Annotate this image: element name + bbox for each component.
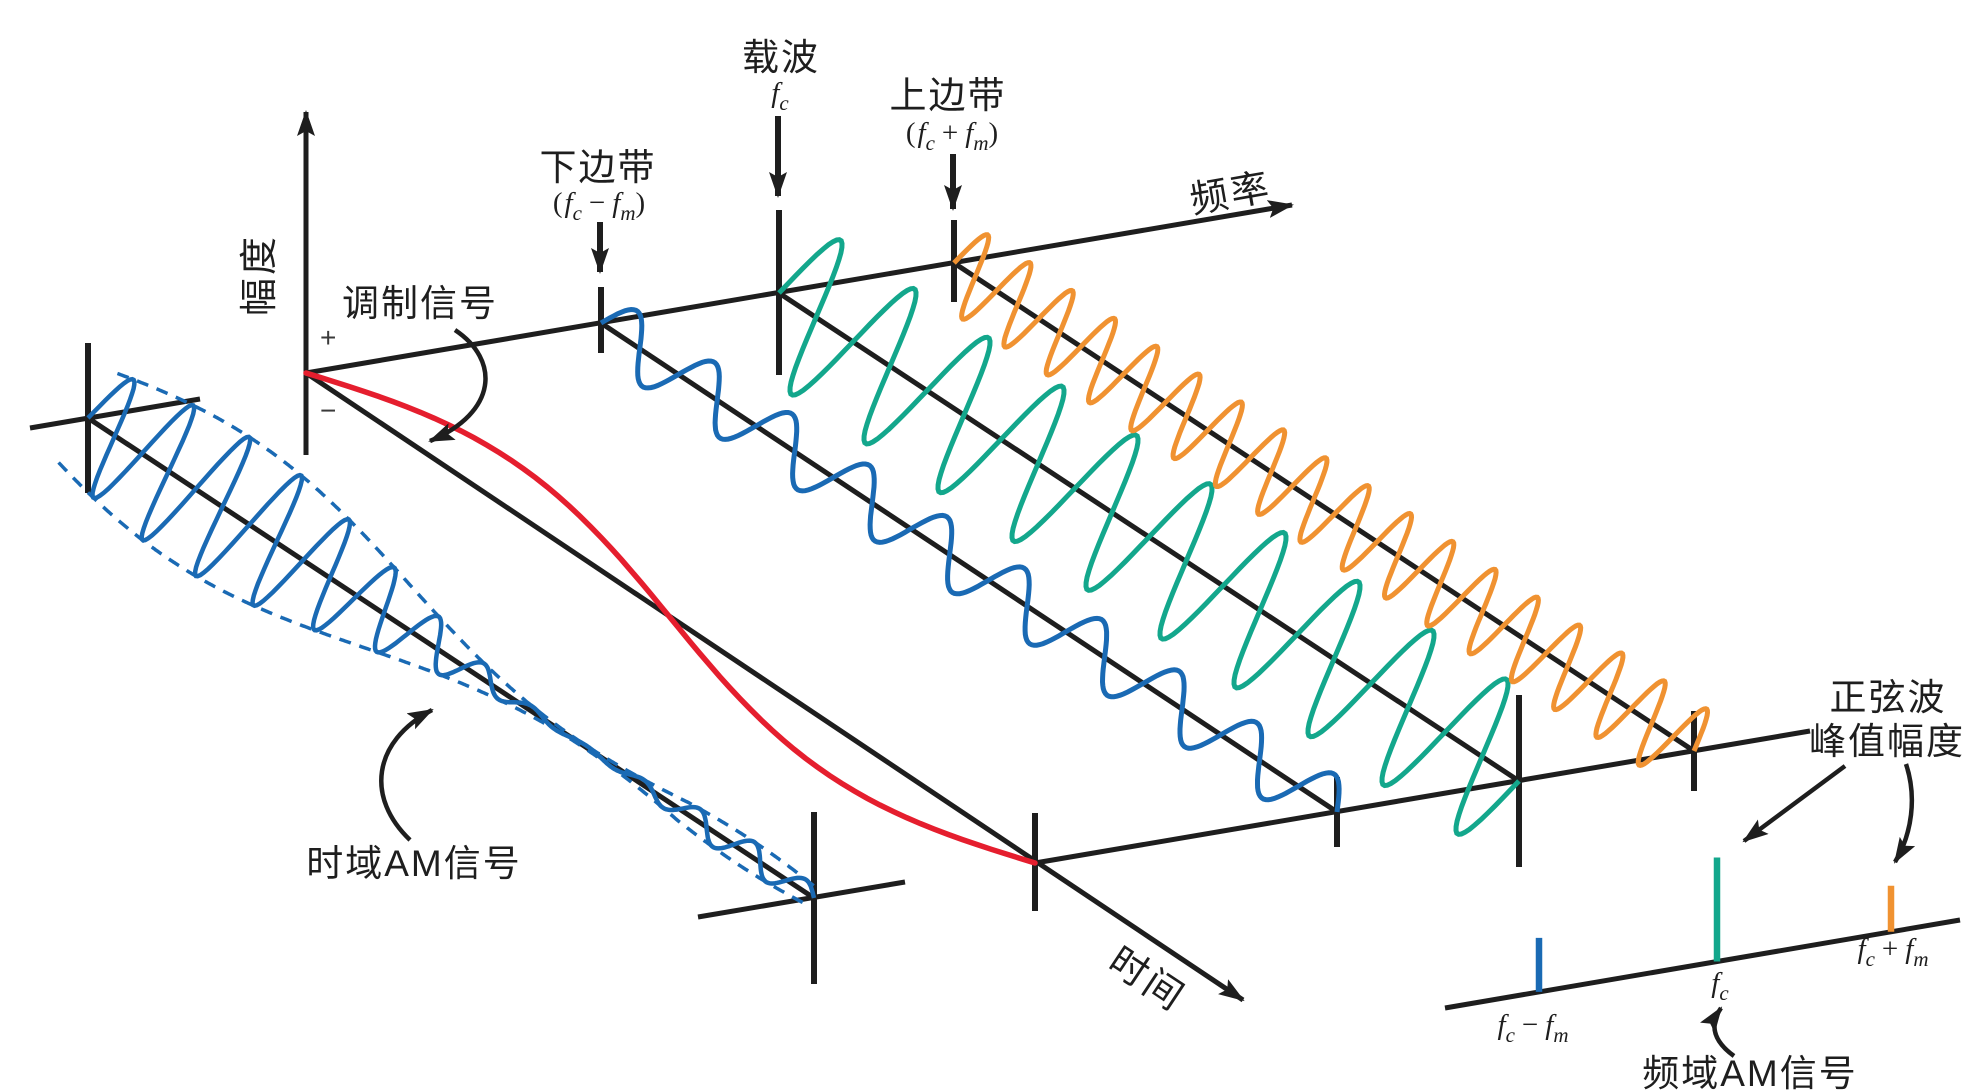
- amplitude-axis-label: 幅度: [239, 234, 281, 316]
- time-domain-am-arrow: [379, 708, 434, 842]
- am-envelope-lower: [57, 461, 810, 908]
- modulating-signal-label: 调制信号: [342, 283, 498, 324]
- frequency-axis-label: 频率: [1187, 166, 1275, 222]
- spectrum-label-lower: fc − fm: [1498, 1009, 1569, 1047]
- sine-peak-label-line2: 峰值幅度: [1809, 721, 1965, 762]
- am-start-cross-line: [29, 396, 201, 431]
- upper-sideband-baseline: [952, 260, 1696, 754]
- carrier-wave: [777, 237, 1521, 837]
- lower-sideband-frequency-label: (fc − fm): [553, 187, 645, 225]
- am-envelope-upper: [116, 371, 821, 892]
- sine-peak-label-line1: 正弦波: [1830, 677, 1947, 718]
- peak-amplitude-arrow-carrier: [1742, 764, 1847, 843]
- peak-amplitude-arrow-upper-sideband: [1893, 763, 1916, 864]
- plus-sign: +: [320, 322, 336, 353]
- carrier-title: 载波: [742, 37, 820, 78]
- carrier-frequency-label: fc: [771, 77, 789, 115]
- freq-domain-am-arrow: [1699, 1006, 1736, 1058]
- modulating-signal-arrow: [428, 328, 488, 444]
- lower-sideband-title: 下边带: [540, 147, 657, 188]
- upper-sideband-title: 上边带: [890, 75, 1007, 116]
- lower-sideband-wave: [599, 306, 1342, 813]
- end-time-line: [1034, 728, 1811, 866]
- time-axis-label: 时间: [1101, 940, 1193, 1020]
- lower-sideband-baseline: [599, 320, 1339, 815]
- upper-sideband-frequency-label: (fc + fm): [906, 117, 998, 155]
- spectrum-axis: [1444, 917, 1961, 1011]
- spectrum-label-upper: fc + fm: [1858, 933, 1929, 971]
- freq-domain-am-label: 频域AM信号: [1642, 1053, 1858, 1092]
- am-signal-baseline: [86, 415, 816, 901]
- am-end-cross-line: [697, 879, 906, 920]
- minus-sign: −: [320, 395, 336, 426]
- time-domain-am-label: 时域AM信号: [306, 843, 522, 884]
- spectrum-label-carrier: fc: [1711, 967, 1729, 1005]
- upper-sideband-wave: [952, 232, 1711, 768]
- time-axis: [304, 370, 1245, 1003]
